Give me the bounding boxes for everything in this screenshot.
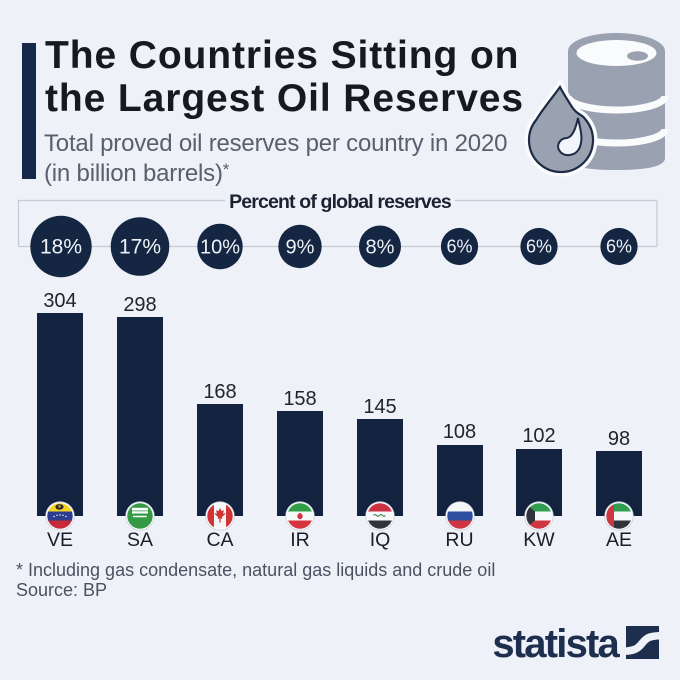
svg-text:6%: 6% [526,237,552,257]
svg-text:10%: 10% [200,237,240,259]
svg-text:18%: 18% [40,236,82,259]
svg-text:17%: 17% [119,236,161,259]
svg-text:8%: 8% [366,237,395,259]
svg-text:6%: 6% [446,237,472,257]
svg-text:6%: 6% [606,237,632,257]
svg-text:9%: 9% [286,237,315,259]
